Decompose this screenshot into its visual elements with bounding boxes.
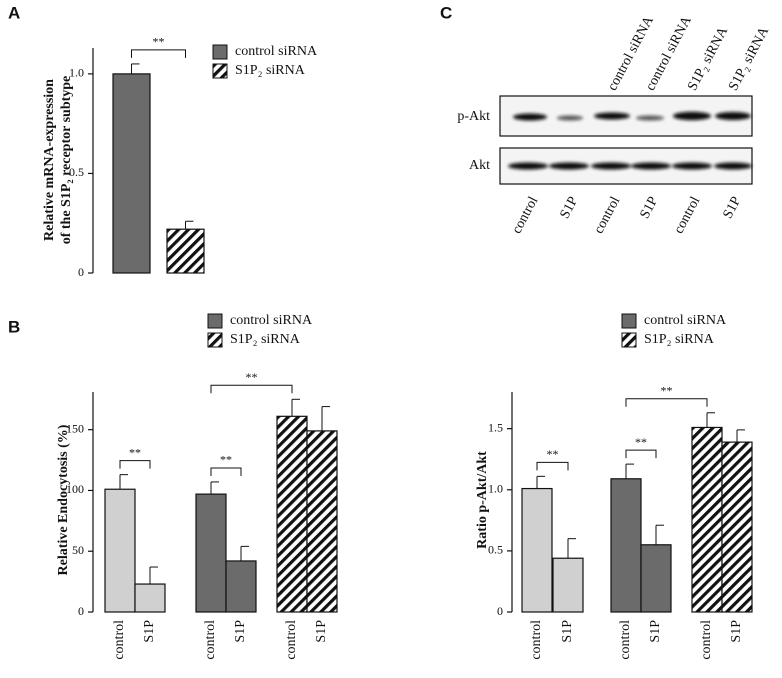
x-tick-label: S1P (648, 620, 663, 643)
bar (166, 228, 205, 274)
significance-label: ** (661, 384, 673, 398)
bar (521, 487, 553, 613)
x-tick-label: S1P (142, 620, 157, 643)
bar (721, 441, 753, 613)
lane-label: S1P (558, 194, 582, 221)
significance-label: ** (547, 447, 559, 461)
bar (225, 560, 257, 613)
lane-header: S1P₂ siRNA (685, 24, 731, 94)
y-tick-label: 1.5 (488, 420, 503, 434)
x-tick-label: S1P (233, 620, 248, 643)
y-axis-label: Relative Endocytosis (%) (56, 424, 71, 575)
y-tick-label: 1.0 (488, 482, 503, 496)
y-axis-label: Ratio p-Akt/Akt (475, 451, 490, 549)
bar (640, 544, 672, 613)
significance-bracket (131, 49, 186, 58)
significance-bracket (210, 384, 293, 394)
lane-label: control (672, 194, 704, 236)
panel-label: B (8, 317, 20, 336)
y-tick-label: 0 (78, 604, 84, 618)
lane-label: control (510, 194, 542, 236)
y-axis-label: of the S1P₂ receptor subtype (59, 76, 74, 245)
y-tick-label: 0.5 (69, 165, 84, 179)
legend-label: S1P₂ siRNA (230, 332, 301, 347)
lane-label: S1P (721, 194, 745, 221)
y-tick-label: 100 (66, 482, 84, 496)
significance-bracket (536, 461, 569, 471)
x-tick-label: S1P (729, 620, 744, 643)
y-tick-label: 0 (497, 604, 503, 618)
significance-label: ** (153, 35, 165, 49)
y-tick-label: 50 (72, 543, 84, 557)
significance-bracket (625, 398, 708, 407)
row-label: Akt (469, 158, 490, 173)
significance-label: ** (246, 370, 258, 384)
bar (112, 73, 151, 274)
legend-label: control siRNA (230, 313, 313, 328)
bar (195, 493, 227, 613)
significance-label: ** (635, 435, 647, 449)
x-tick-label: control (618, 620, 633, 660)
legend-swatch (212, 44, 228, 60)
bar (134, 583, 166, 613)
legend-swatch (212, 63, 228, 79)
x-tick-label: control (203, 620, 218, 660)
bar (552, 557, 584, 613)
legend-swatch (621, 332, 637, 348)
lane-label: S1P (638, 194, 662, 221)
legend-label: S1P₂ siRNA (235, 63, 306, 78)
y-tick-label: 0 (78, 265, 84, 279)
legend-swatch (207, 332, 223, 348)
x-tick-label: control (112, 620, 127, 660)
bar (610, 478, 642, 613)
y-tick-label: 150 (66, 421, 84, 435)
significance-bracket (625, 449, 657, 459)
lane-label: control (592, 194, 624, 236)
panel-label: C (440, 3, 452, 22)
x-tick-label: control (529, 620, 544, 660)
legend-label: S1P₂ siRNA (644, 332, 715, 347)
blot-bands (508, 111, 752, 170)
y-axis-label: Relative mRNA-expression (42, 79, 57, 241)
significance-bracket (119, 460, 151, 469)
legend-label: control siRNA (644, 313, 727, 328)
bar (104, 488, 136, 613)
panel-label: A (8, 3, 20, 22)
bar (306, 430, 338, 613)
y-tick-label: 1.0 (69, 66, 84, 80)
legend-label: control siRNA (235, 44, 318, 59)
legend-swatch (207, 313, 223, 329)
significance-label: ** (220, 453, 232, 467)
y-tick-label: 0.5 (488, 543, 503, 557)
x-tick-label: control (699, 620, 714, 660)
row-label: p-Akt (457, 109, 490, 124)
bar (691, 426, 723, 613)
significance-label: ** (129, 445, 141, 459)
significance-bracket (210, 467, 242, 476)
x-tick-label: S1P (560, 620, 575, 643)
lane-header: S1P₂ siRNA (726, 24, 772, 94)
bar (276, 415, 308, 613)
x-tick-label: control (284, 620, 299, 660)
legend-swatch (621, 313, 637, 329)
x-tick-label: S1P (314, 620, 329, 643)
